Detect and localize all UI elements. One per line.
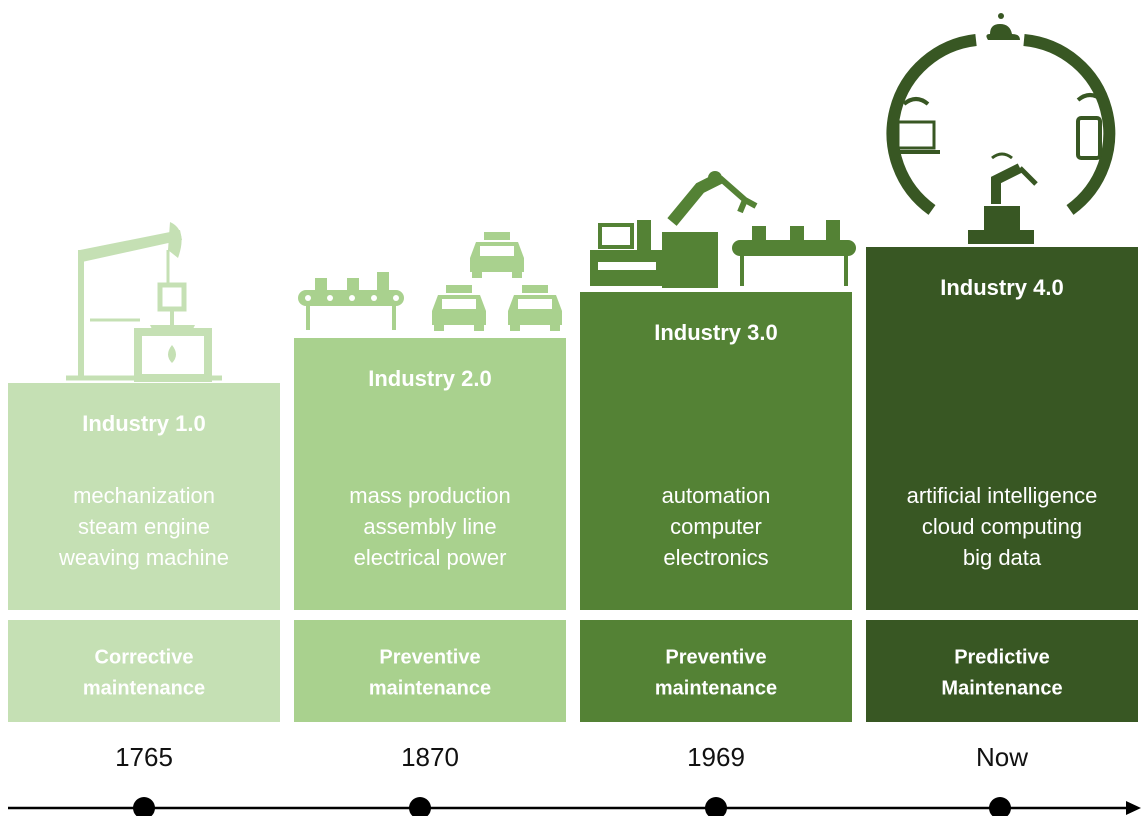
maintenance: maintenance [655,677,777,699]
maintenance: Preventive [379,646,480,668]
stage-title: Industry 3.0 [654,320,777,345]
year: 1765 [115,742,173,772]
feature: big data [963,545,1042,570]
timeline-dot [409,797,431,816]
year: 1969 [687,742,745,772]
feature: cloud computing [922,514,1082,539]
maintenance-box [294,620,566,722]
timeline-dot [705,797,727,816]
icon-factory [590,171,856,288]
maintenance-box [866,620,1138,722]
maintenance: Corrective [95,646,194,668]
feature: electronics [663,545,768,570]
maintenance: Maintenance [941,677,1062,699]
maintenance: Preventive [665,646,766,668]
stage-title: Industry 2.0 [368,366,491,391]
year: Now [976,742,1028,772]
timeline-dot [989,797,1011,816]
stage-title: Industry 1.0 [82,411,205,436]
maintenance-box [8,620,280,722]
maintenance-box [580,620,852,722]
maintenance: maintenance [83,677,205,699]
feature: mass production [349,483,510,508]
icon-pump-jack [66,222,222,382]
stage-title: Industry 4.0 [940,275,1063,300]
stage-box [866,247,1138,610]
feature: computer [670,514,762,539]
stage-box [294,338,566,610]
feature: automation [662,483,771,508]
feature: artificial intelligence [907,483,1098,508]
icon-assembly-line [298,272,404,330]
feature: electrical power [354,545,507,570]
feature: mechanization [73,483,215,508]
feature: assembly line [363,514,496,539]
feature: weaving machine [58,545,229,570]
maintenance: maintenance [369,677,491,699]
year: 1870 [401,742,459,772]
icon-cars [432,232,562,331]
feature: steam engine [78,514,210,539]
icon-smart-factory [886,13,1116,244]
timeline [8,801,1141,815]
timeline-dot [133,797,155,816]
stage-box [580,292,852,610]
stage-box [8,383,280,610]
maintenance: Predictive [954,646,1050,668]
